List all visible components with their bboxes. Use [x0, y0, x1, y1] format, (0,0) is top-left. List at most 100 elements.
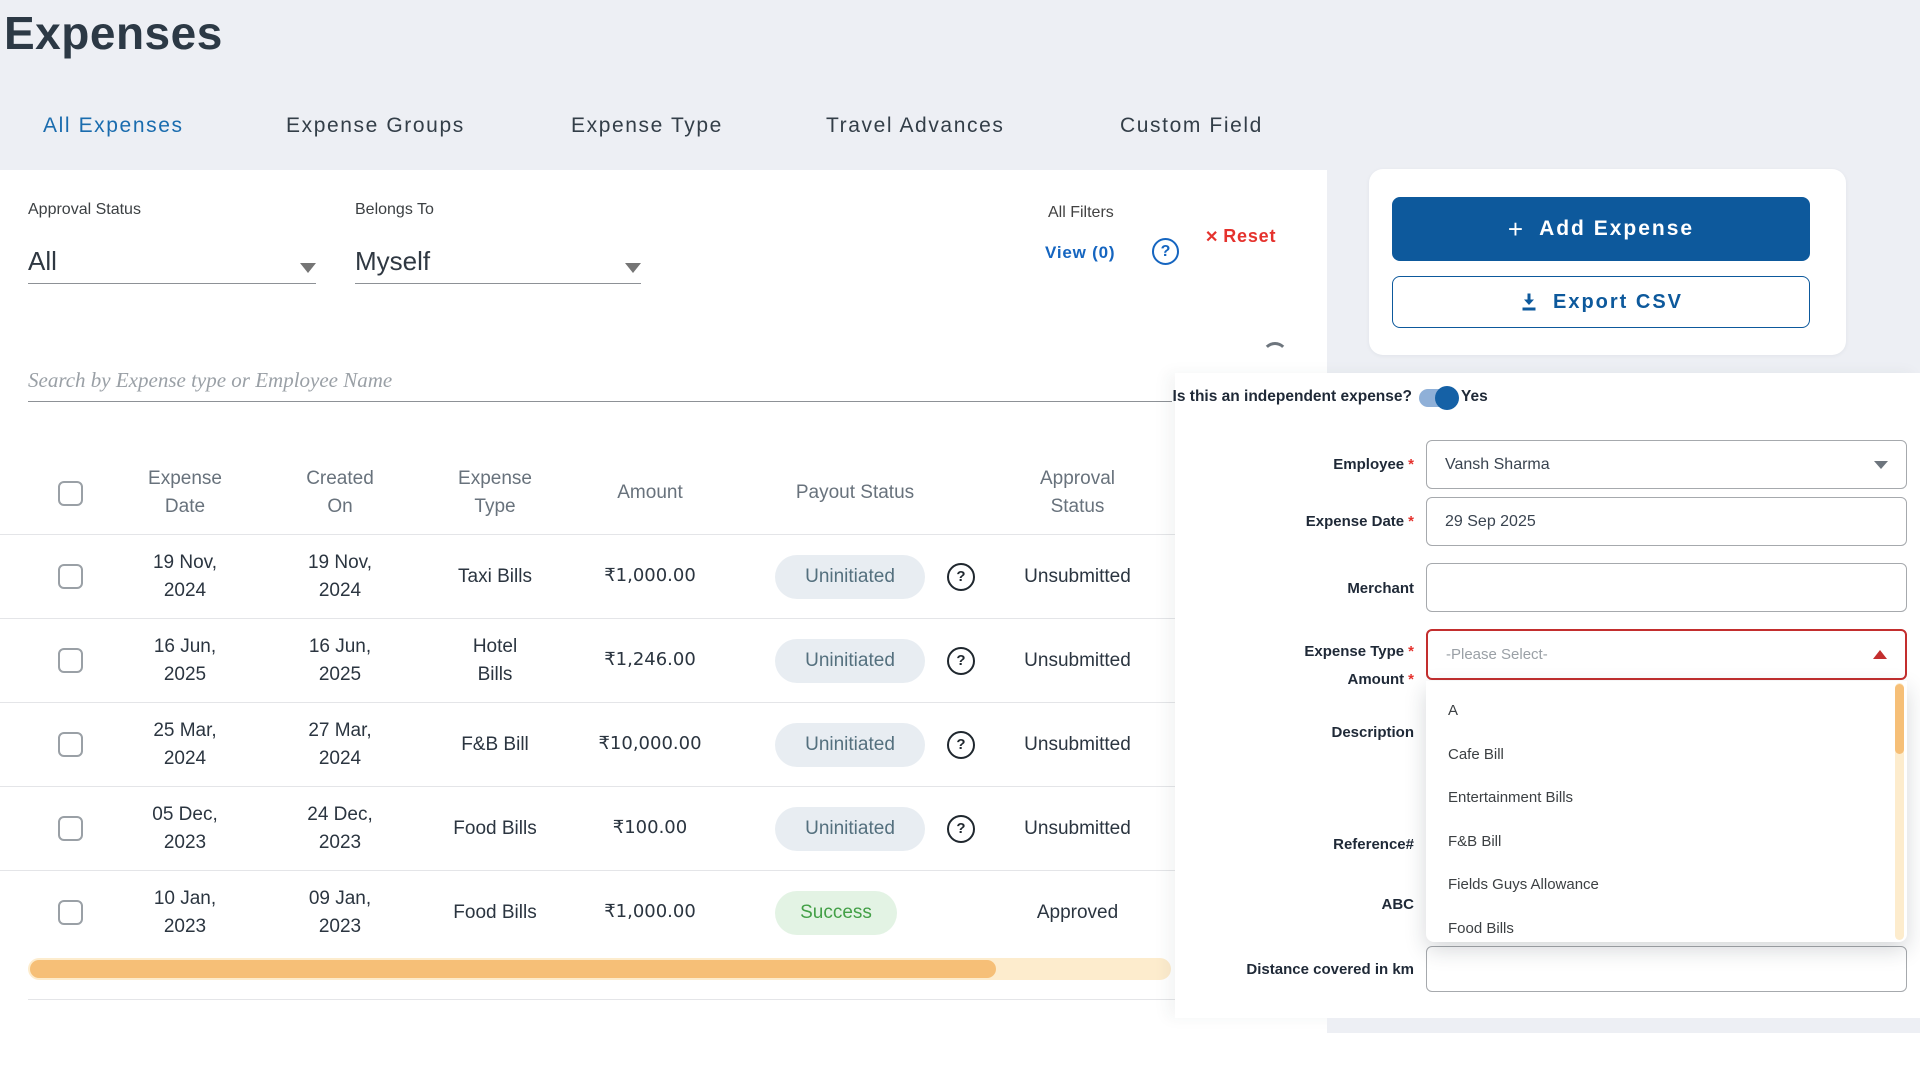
expense-type-label: Expense Type *	[1304, 643, 1414, 660]
expense-type-cell: Food Bills	[453, 817, 537, 839]
download-icon	[1522, 293, 1536, 311]
chevron-down-icon	[1874, 460, 1888, 469]
export-csv-button[interactable]: Export CSV	[1392, 276, 1810, 328]
expense-type-select[interactable]: -Please Select-	[1426, 629, 1907, 680]
belongs-to-label: Belongs To	[355, 201, 434, 218]
amount-cell: ₹1,246.00	[604, 649, 696, 671]
description-label: Description	[1331, 724, 1414, 741]
required-marker: *	[1408, 671, 1414, 688]
amount-cell: ₹1,000.00	[604, 565, 696, 587]
created-on-cell: 16 Jun, 2025	[308, 635, 372, 685]
view-filters-link[interactable]: View (0)	[1045, 243, 1116, 262]
employee-label: Employee *	[1333, 456, 1414, 473]
row-checkbox[interactable]	[58, 816, 83, 841]
distance-field[interactable]	[1426, 946, 1907, 992]
required-marker: *	[1408, 456, 1414, 473]
table-row: 10 Jan, 2023 09 Jan, 2023 Food Bills ₹1,…	[0, 870, 1185, 954]
abc-label: ABC	[1381, 896, 1415, 913]
approval-status-select[interactable]: All	[28, 246, 316, 284]
expense-type-cell: Food Bills	[453, 901, 537, 923]
expense-date-cell: 05 Dec, 2023	[152, 803, 218, 853]
dropdown-option[interactable]: Fields Guys Allowance	[1448, 876, 1599, 894]
horizontal-scrollbar-thumb[interactable]	[30, 960, 996, 978]
dropdown-scrollbar-thumb[interactable]	[1895, 684, 1904, 754]
payout-status-badge: Uninitiated	[775, 722, 925, 767]
table-header-row: Expense Date Created On Expense Type Amo…	[0, 452, 1185, 534]
distance-label: Distance covered in km	[1246, 961, 1414, 978]
amount-cell: ₹1,000.00	[604, 901, 696, 923]
belongs-to-select[interactable]: Myself	[355, 246, 641, 284]
expense-date-label: Expense Date *	[1305, 513, 1414, 530]
created-on-cell: 19 Nov, 2024	[307, 551, 373, 601]
expense-type-dropdown: A Cafe Bill Entertainment Bills F&B Bill…	[1426, 681, 1907, 942]
dropdown-option[interactable]: F&B Bill	[1448, 832, 1502, 850]
approval-status-value: All	[28, 246, 57, 276]
tab-travel-advances[interactable]: Travel Advances	[826, 114, 1005, 137]
row-checkbox[interactable]	[58, 564, 83, 589]
select-all-checkbox[interactable]	[58, 480, 83, 506]
independent-expense-toggle[interactable]	[1419, 386, 1459, 410]
header-created-on: Created On	[306, 468, 374, 517]
add-expense-button[interactable]: + Add Expense	[1392, 197, 1810, 261]
payout-status-badge: Uninitiated	[775, 554, 925, 599]
row-checkbox[interactable]	[58, 732, 83, 757]
plus-icon: +	[1507, 213, 1526, 244]
payout-help-icon[interactable]: ?	[947, 562, 975, 591]
dropdown-option[interactable]: Entertainment Bills	[1448, 789, 1574, 807]
dropdown-option[interactable]: A	[1448, 702, 1459, 720]
page-title: Expenses	[4, 7, 223, 59]
tab-bar: All Expenses Expense Groups Expense Type…	[0, 104, 1327, 256]
row-checkbox[interactable]	[58, 648, 83, 673]
toggle-knob-icon	[1435, 386, 1459, 410]
expense-type-placeholder: -Please Select-	[1446, 646, 1548, 663]
dropdown-scrollbar-track[interactable]	[1895, 683, 1904, 940]
expense-date-cell: 16 Jun, 2025	[153, 635, 217, 685]
table-row: 19 Nov, 2024 19 Nov, 2024 Taxi Bills ₹1,…	[0, 534, 1185, 618]
header-amount: Amount	[617, 482, 683, 504]
chevron-down-icon	[625, 263, 641, 273]
merchant-input[interactable]	[1445, 578, 1888, 597]
merchant-label: Merchant	[1347, 580, 1414, 597]
payout-help-icon[interactable]: ?	[947, 814, 975, 843]
expense-type-cell: Hotel Bills	[472, 635, 518, 685]
payout-help-icon[interactable]: ?	[947, 646, 975, 675]
close-icon: ✕	[1205, 228, 1220, 246]
created-on-cell: 09 Jan, 2023	[308, 887, 372, 937]
expense-date-cell: 10 Jan, 2023	[153, 887, 217, 937]
required-marker: *	[1408, 513, 1414, 530]
amount-label: Amount *	[1347, 671, 1415, 688]
expense-date-cell: 25 Mar, 2024	[153, 719, 217, 769]
merchant-field[interactable]	[1426, 563, 1907, 612]
tab-expense-groups[interactable]: Expense Groups	[286, 114, 465, 137]
expense-date-value: 29 Sep 2025	[1445, 512, 1536, 530]
reset-label: Reset	[1223, 226, 1277, 246]
belongs-to-value: Myself	[355, 246, 431, 276]
filters-help-icon[interactable]: ?	[1152, 238, 1179, 265]
reset-filters-button[interactable]: ✕ Reset	[1205, 226, 1276, 247]
all-filters-label: All Filters	[1048, 204, 1114, 221]
header-approval-status: Approval Status	[1040, 468, 1115, 517]
dropdown-option[interactable]: Food Bills	[1448, 919, 1514, 937]
distance-input[interactable]	[1445, 960, 1888, 978]
payout-status-badge: Success	[775, 890, 897, 935]
approval-status-cell: Unsubmitted	[1024, 817, 1131, 839]
toggle-state-label: Yes	[1461, 388, 1488, 405]
amount-cell: ₹100.00	[612, 817, 688, 839]
search-input[interactable]	[28, 360, 1172, 402]
tab-expense-type[interactable]: Expense Type	[571, 114, 723, 137]
table-row: 16 Jun, 2025 16 Jun, 2025 Hotel Bills ₹1…	[0, 618, 1185, 702]
header-expense-type: Expense Type	[458, 468, 532, 517]
independent-expense-question: Is this an independent expense?	[1172, 388, 1412, 405]
header-payout-status: Payout Status	[795, 482, 915, 504]
created-on-cell: 24 Dec, 2023	[307, 803, 373, 853]
expense-type-cell: Taxi Bills	[458, 565, 532, 587]
panel-bottom-gap	[1327, 1018, 1920, 1033]
payout-help-icon[interactable]: ?	[947, 730, 975, 759]
employee-select[interactable]: Vansh Sharma	[1426, 440, 1907, 489]
tab-all-expenses[interactable]: All Expenses	[43, 114, 184, 137]
tab-custom-field[interactable]: Custom Field	[1120, 114, 1263, 137]
dropdown-option[interactable]: Cafe Bill	[1448, 745, 1504, 763]
row-checkbox[interactable]	[58, 900, 83, 925]
table-row: 05 Dec, 2023 24 Dec, 2023 Food Bills ₹10…	[0, 786, 1185, 870]
expense-date-field[interactable]: 29 Sep 2025	[1426, 497, 1907, 546]
